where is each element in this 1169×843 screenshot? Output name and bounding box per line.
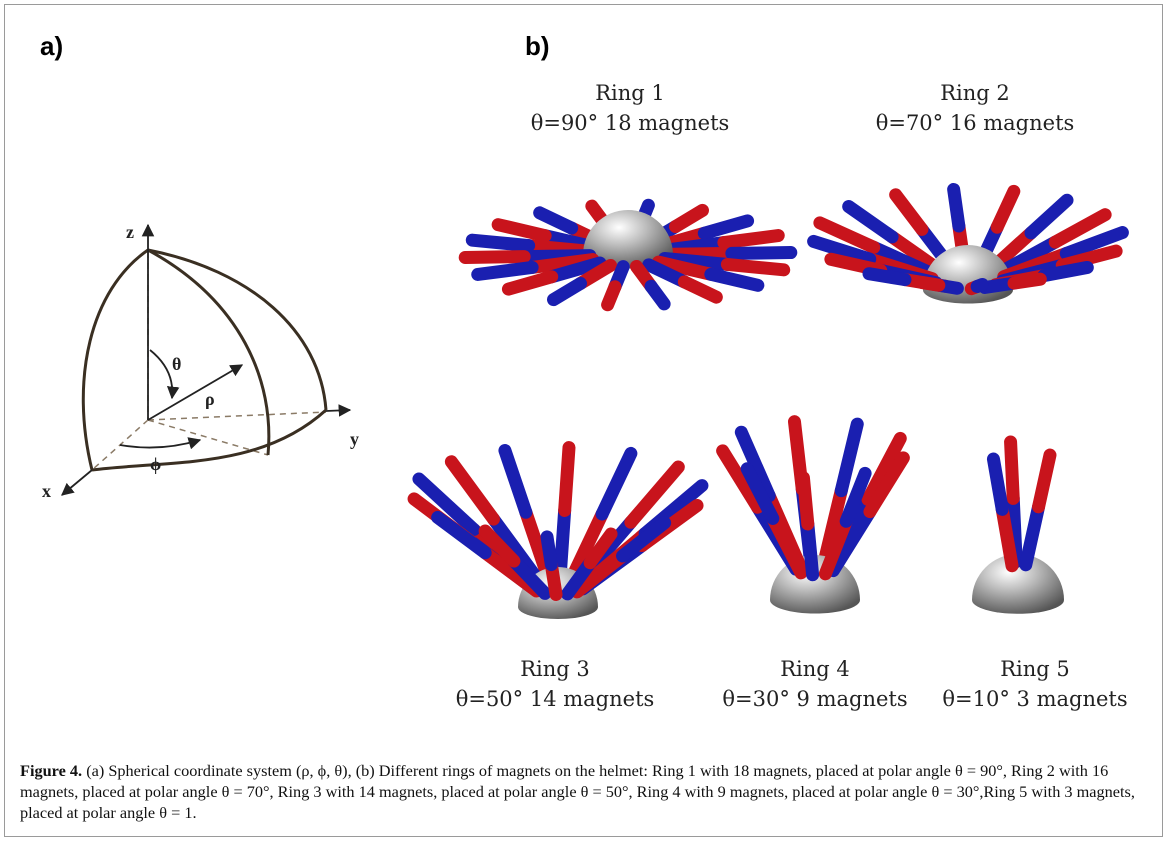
- magnet-pole: [803, 478, 807, 524]
- magnet: [922, 283, 957, 289]
- magnet-pole: [478, 267, 532, 274]
- magnet-pole: [841, 424, 857, 491]
- magnet: [747, 469, 801, 573]
- magnet-pole: [896, 195, 922, 230]
- magnet-pole: [602, 453, 631, 514]
- ring-title: Ring 2: [940, 81, 1010, 105]
- axis-label: y: [350, 429, 359, 449]
- radius-label: ρ: [205, 389, 215, 409]
- magnet: [803, 478, 812, 575]
- ring-subtitle: θ=90° 18 magnets: [531, 111, 730, 135]
- magnet-pole: [1014, 279, 1040, 283]
- magnet-pole: [505, 451, 526, 513]
- ring-subtitle: θ=50° 14 magnets: [456, 687, 655, 711]
- magnet: [1026, 455, 1050, 565]
- magnet-pole: [684, 282, 716, 297]
- magnet-pole: [565, 448, 569, 511]
- magnet-pole: [1031, 200, 1067, 233]
- panel-label: a): [40, 31, 63, 61]
- ring-title: Ring 3: [520, 657, 590, 681]
- ring-title: Ring 1: [595, 81, 665, 105]
- magnet: [971, 284, 982, 288]
- ring-title: Ring 4: [780, 657, 850, 681]
- angle-label: θ: [172, 354, 181, 374]
- caption-label: Figure 4.: [20, 761, 82, 780]
- magnet: [547, 537, 556, 595]
- panel-label: b): [525, 31, 550, 61]
- magnet-pole: [997, 191, 1014, 227]
- axis-label: z: [126, 222, 134, 242]
- caption-text: (a) Spherical coordinate system (ρ, ϕ, θ…: [20, 761, 1135, 822]
- ring-title: Ring 5: [1000, 657, 1070, 681]
- angle-label: ϕ: [150, 454, 161, 474]
- ring-subtitle: θ=30° 9 magnets: [722, 687, 907, 711]
- magnet-pole: [1011, 442, 1014, 498]
- axis-label: x: [42, 481, 51, 501]
- magnet-pole: [869, 274, 905, 280]
- magnet-pole: [1044, 267, 1087, 275]
- magnet: [985, 279, 1041, 287]
- magnet-pole: [732, 253, 791, 254]
- magnet-pole: [704, 221, 747, 233]
- magnet-pole: [608, 287, 615, 305]
- ring-subtitle: θ=70° 16 magnets: [876, 111, 1075, 135]
- figure: a) b) z x y θ ρ ϕ: [0, 0, 1169, 843]
- magnet-pole: [472, 240, 528, 245]
- magnet-pole: [547, 537, 551, 565]
- magnet-rings: Ring 1 θ=90° 18 magnets Ring 2 θ=70° 16 mag…: [414, 81, 1128, 711]
- magnet-pole: [711, 274, 758, 285]
- magnet-pole: [977, 284, 982, 286]
- magnet-pole: [508, 277, 551, 289]
- magnet-pole: [727, 264, 783, 269]
- coordinate-diagram: z x y θ ρ ϕ: [42, 222, 359, 501]
- page: a) b) z x y θ ρ ϕ: [0, 0, 1169, 843]
- magnet-pole: [808, 524, 813, 575]
- magnet-pole: [922, 283, 939, 286]
- magnet-pole: [954, 189, 959, 226]
- ring-subtitle: θ=10° 3 magnets: [942, 687, 1127, 711]
- magnet-pole: [724, 236, 778, 243]
- caption: Figure 4. (a) Spherical coordinate syste…: [20, 760, 1150, 823]
- magnet-pole: [651, 286, 664, 304]
- magnet-pole: [540, 213, 572, 228]
- magnet-pole: [554, 283, 581, 299]
- magnet-pole: [1026, 507, 1039, 565]
- magnet-pole: [993, 459, 1002, 509]
- magnet-pole: [465, 257, 524, 258]
- magnet: [560, 448, 569, 579]
- magnet-pole: [498, 225, 545, 236]
- magnet-pole: [1039, 455, 1050, 507]
- magnet-pole: [676, 210, 703, 226]
